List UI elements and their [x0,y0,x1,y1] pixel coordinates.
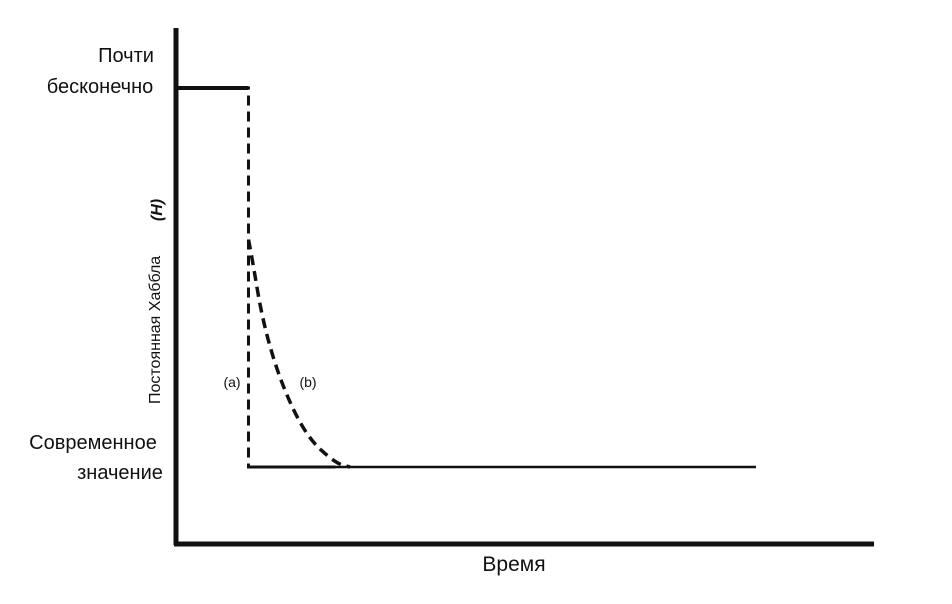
y-axis-symbol: (H) [149,199,166,221]
series-b-line [246,239,351,469]
curve-label-a: (a) [223,374,240,390]
y-level-top-line1: Почти [98,45,154,67]
series-layer [176,86,756,469]
x-axis-label: Время [482,553,545,576]
axes [173,28,874,547]
y-level-top-line2: бесконечно [47,76,154,98]
y-level-bottom-line2: значение [77,462,163,484]
curve-label-b: (b) [299,374,316,390]
y-axis-label: Постоянная Хаббла [147,256,164,404]
y-level-bottom-line1: Современное [29,432,157,454]
